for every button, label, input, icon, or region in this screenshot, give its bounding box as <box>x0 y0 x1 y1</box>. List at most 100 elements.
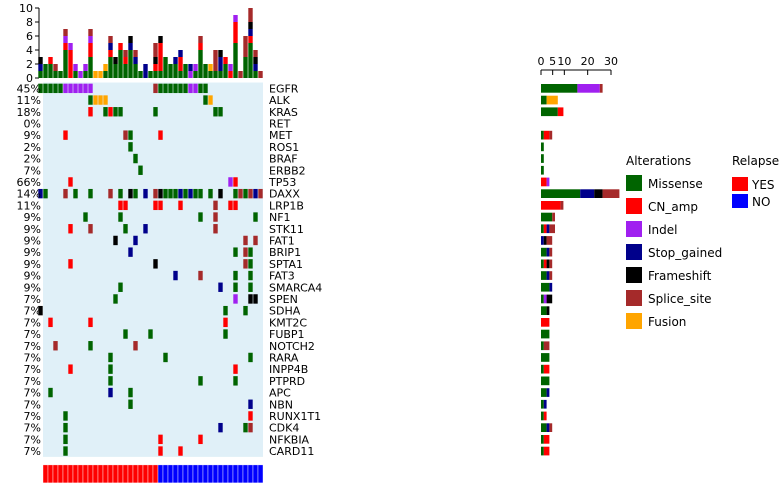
alteration-cell <box>98 95 103 105</box>
relapse-legend-swatch <box>732 177 748 191</box>
relapse-cell <box>87 464 94 484</box>
alteration-cell <box>183 83 188 94</box>
gene-bar-segment <box>546 259 550 269</box>
alteration-cell <box>218 282 223 292</box>
top-bar-segment <box>233 50 238 57</box>
percentage-label: 45% <box>17 82 41 95</box>
top-bar-segment <box>118 57 123 64</box>
alteration-cell <box>158 188 163 199</box>
top-bar-segment <box>133 64 138 71</box>
gene-label: STK11 <box>269 223 304 236</box>
percentage-label: 2% <box>24 153 41 166</box>
alteration-cell <box>48 317 53 328</box>
relapse-cell <box>247 464 254 484</box>
top-bar-segment <box>43 71 48 78</box>
alteration-cell <box>48 83 53 94</box>
top-bar-segment <box>193 64 198 71</box>
relapse-legend-label: NO <box>752 195 770 209</box>
alteration-cell <box>158 434 163 445</box>
alteration-cell <box>208 188 213 199</box>
gene-bar-segment <box>543 399 547 409</box>
alteration-cell <box>233 177 238 187</box>
percentage-label: 9% <box>24 234 41 247</box>
top-bar-segment <box>248 64 253 71</box>
top-bar-segment <box>178 64 183 71</box>
relapse-cell <box>237 464 244 484</box>
relapse-cell <box>227 464 234 484</box>
alteration-cell <box>233 282 238 292</box>
relapse-cell <box>42 464 49 484</box>
percentage-label: 7% <box>24 422 41 435</box>
gene-label: NF1 <box>269 211 291 224</box>
alteration-cell <box>183 188 188 199</box>
gene-bar-segment <box>541 165 544 175</box>
gene-label: ERBB2 <box>269 164 306 177</box>
gene-bar-segment <box>543 435 550 444</box>
percentage-label: 7% <box>24 445 41 458</box>
alteration-cell <box>143 188 148 199</box>
relapse-cell <box>72 464 79 484</box>
top-bar-segment <box>128 43 133 50</box>
top-bar-segment <box>73 64 78 71</box>
gene-bar-segment <box>546 294 553 304</box>
gene-label: FAT1 <box>269 234 295 247</box>
alteration-cell <box>158 200 163 211</box>
top-bar-segment <box>108 57 113 64</box>
top-bar-segment <box>203 64 208 71</box>
percentage-label: 9% <box>24 281 41 294</box>
alterations-legend-swatch <box>626 290 642 306</box>
top-bar-segment <box>108 43 113 50</box>
top-bar-segment <box>113 71 118 78</box>
top-bar-segment <box>128 71 133 78</box>
top-bar-segment <box>168 71 173 78</box>
alteration-cell <box>38 83 43 94</box>
relapse-cell <box>132 464 139 484</box>
top-bar-segment <box>243 43 248 50</box>
alteration-cell <box>248 411 253 421</box>
top-bar-segment <box>108 50 113 57</box>
top-bar-segment <box>53 64 58 71</box>
alteration-cell <box>53 341 58 351</box>
alteration-cell <box>168 83 173 94</box>
percentage-label: 66% <box>17 176 41 189</box>
gene-bar-segment <box>546 271 550 280</box>
relapse-legend-label: YES <box>751 178 775 192</box>
top-bar-segment <box>68 64 73 71</box>
alteration-cell <box>128 399 133 409</box>
top-bar-segment <box>243 71 248 78</box>
top-bar-segment <box>168 64 173 71</box>
gene-label: NBN <box>269 398 293 411</box>
alteration-cell <box>118 200 123 211</box>
top-bar-segment <box>63 50 68 57</box>
alteration-cell <box>153 188 158 199</box>
gene-bar-segment <box>577 84 600 93</box>
alteration-cell <box>108 387 113 398</box>
top-bar-segment <box>78 71 83 78</box>
top-bar-segment <box>218 64 223 71</box>
top-bar-segment <box>163 71 168 78</box>
alteration-cell <box>163 188 168 199</box>
alterations-legend-swatch <box>626 175 642 191</box>
top-bar-segment <box>158 71 163 78</box>
percentage-label: 7% <box>24 387 41 400</box>
top-bar-segment <box>153 57 158 64</box>
alteration-cell <box>148 329 153 339</box>
top-bar-segment <box>218 50 223 57</box>
top-bar-segment <box>123 71 128 78</box>
top-bar-segment <box>253 71 258 78</box>
gene-bar-segment <box>541 259 544 269</box>
alteration-cell <box>213 224 218 234</box>
top-bar-segment <box>63 43 68 50</box>
top-bar-segment <box>73 71 78 78</box>
top-bar-segment <box>158 64 163 71</box>
alterations-legend-label: Stop_gained <box>648 246 722 260</box>
alteration-cell <box>88 107 93 117</box>
gene-label: BRIP1 <box>269 246 301 259</box>
alteration-cell <box>118 107 123 117</box>
top-bar-segment <box>233 64 238 71</box>
gene-bar-segment <box>543 341 550 351</box>
gene-bar-segment <box>543 130 550 140</box>
relapse-cell <box>52 464 59 484</box>
alterations-legend-swatch <box>626 313 642 329</box>
relapse-cell <box>107 464 114 484</box>
